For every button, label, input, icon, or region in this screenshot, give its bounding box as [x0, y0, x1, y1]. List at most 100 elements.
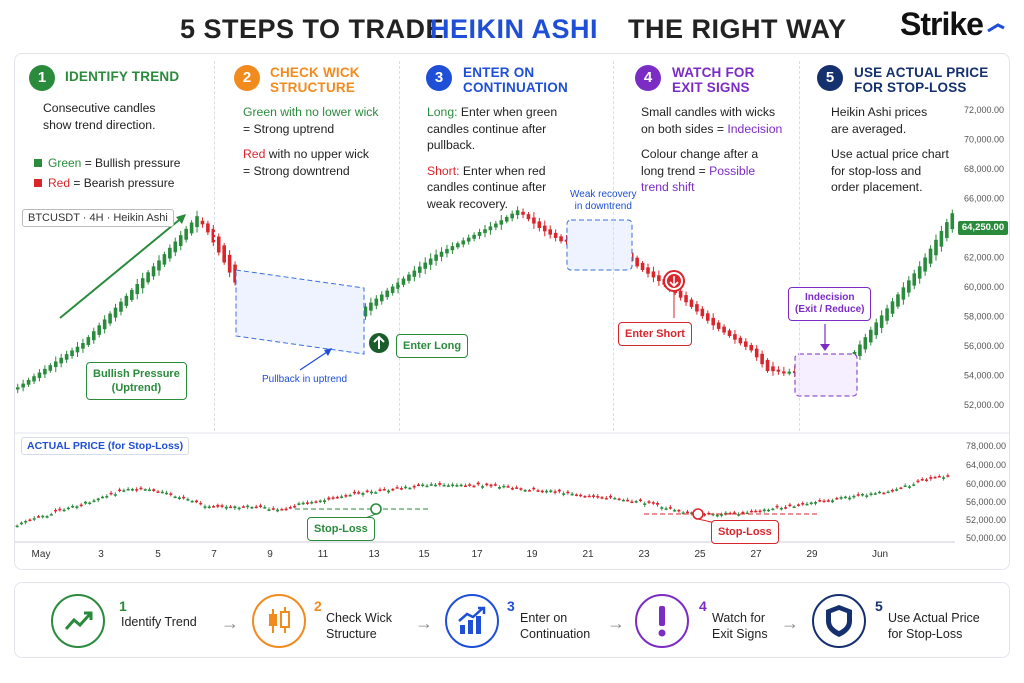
step-5-title: USE ACTUAL PRICE FOR STOP-LOSS: [854, 65, 989, 95]
ap-candle: [446, 485, 450, 487]
ap-candle: [32, 518, 36, 520]
x-tick-label: 21: [582, 549, 594, 560]
ap-candle: [88, 502, 92, 505]
ha-candle: [407, 274, 411, 281]
ap-candle: [284, 508, 288, 511]
ha-candle: [537, 221, 542, 228]
trend-arrow: [59, 215, 185, 319]
ap-candle: [532, 487, 536, 490]
ap-candle: [45, 516, 49, 518]
ap-candle: [843, 496, 847, 499]
ap-candle: [280, 509, 284, 511]
ap-candle: [438, 483, 442, 485]
ha-candle: [521, 211, 525, 215]
ap-candle: [643, 503, 647, 505]
step-1-text: Consecutive candles show trend direction.: [43, 101, 156, 132]
ha-candle: [684, 295, 688, 303]
ap-candle: [254, 506, 258, 509]
ap-candle: [745, 512, 749, 515]
ha-candle: [738, 337, 743, 344]
ha-candle: [450, 246, 455, 251]
ap-candle: [818, 500, 822, 502]
ap-candle: [489, 484, 493, 487]
ap-candle: [937, 476, 941, 478]
ap-candle: [506, 486, 510, 488]
ha-candle: [418, 266, 422, 273]
ap-candle: [737, 514, 741, 516]
ha-candle: [928, 248, 933, 264]
ha-candle: [700, 308, 705, 317]
ap-candle: [147, 489, 151, 492]
ha-candle: [379, 294, 384, 302]
actual-price-candles: [15, 473, 950, 528]
indecision-label: Indecision (Exit / Reduce): [788, 287, 872, 321]
ap-candle: [890, 489, 894, 492]
ap-candle: [715, 514, 719, 517]
ap-candle: [822, 500, 826, 503]
ha-y-tick-label: 52,000.00: [964, 400, 1004, 410]
ap-candle: [912, 484, 916, 486]
ap-candle: [305, 502, 309, 504]
ha-candle: [390, 286, 395, 293]
ap-candle: [58, 508, 62, 511]
ha-candle: [178, 235, 183, 246]
title-part-3: THE RIGHT WAY: [628, 14, 847, 44]
ap-candle: [75, 506, 79, 508]
ap-candle: [49, 514, 53, 516]
ap-candle: [263, 507, 267, 509]
ap-candle: [301, 502, 305, 505]
ap-candle: [690, 512, 694, 515]
ha-candle: [896, 294, 900, 307]
ha-candle: [744, 341, 748, 347]
ha-candle: [760, 353, 764, 365]
ha-candle: [135, 284, 140, 295]
ap-candle: [946, 475, 950, 477]
ap-candle: [732, 512, 736, 514]
ha-candle: [445, 248, 449, 254]
ap-candle: [293, 505, 297, 508]
ap-candle: [310, 501, 314, 504]
ap-candle: [856, 494, 860, 496]
ha-candle: [130, 289, 134, 300]
stop-loss-label-long: Stop-Loss: [307, 517, 375, 541]
bottom-step-5-label: Use Actual Price for Stop-Loss: [888, 611, 980, 641]
ha-candle: [32, 376, 36, 382]
ha-candle: [771, 366, 775, 372]
indecision-box: [794, 353, 858, 397]
ap-candle: [105, 496, 109, 498]
ap-candle: [536, 490, 540, 492]
ha-candle: [81, 343, 85, 349]
ap-candle: [54, 509, 58, 512]
ap-candle: [344, 495, 348, 497]
ap-candle: [754, 510, 758, 513]
bottom-step-4-number: 4: [699, 598, 707, 614]
ap-candle: [621, 499, 625, 502]
ap-candle: [459, 484, 463, 487]
ap-candle: [421, 484, 425, 487]
ap-candle: [907, 486, 911, 488]
x-tick-label: 25: [694, 549, 706, 560]
ap-candle: [549, 490, 553, 492]
ap-candle: [613, 498, 617, 500]
ap-candle: [258, 505, 262, 507]
ha-candle: [526, 214, 531, 220]
ap-candle: [229, 506, 233, 509]
ap-candle: [703, 514, 707, 516]
pullback-label: Pullback in uptrend: [262, 374, 348, 385]
ap-candle: [374, 492, 378, 494]
ap-y-tick-label: 50,000.00: [966, 533, 1006, 543]
ha-candle: [146, 272, 150, 283]
ap-candle: [775, 505, 779, 508]
ap-candle: [425, 485, 429, 488]
ap-candle: [758, 510, 762, 513]
ap-candle: [481, 486, 484, 488]
x-tick-label: 15: [418, 549, 430, 560]
ap-candle: [139, 487, 143, 490]
ap-candle: [130, 489, 134, 491]
ap-candle: [519, 488, 523, 490]
ap-candle: [152, 489, 156, 491]
ap-candle: [468, 484, 472, 486]
ap-candle: [186, 499, 190, 501]
ap-candle: [395, 487, 399, 489]
ap-candle: [276, 509, 280, 512]
